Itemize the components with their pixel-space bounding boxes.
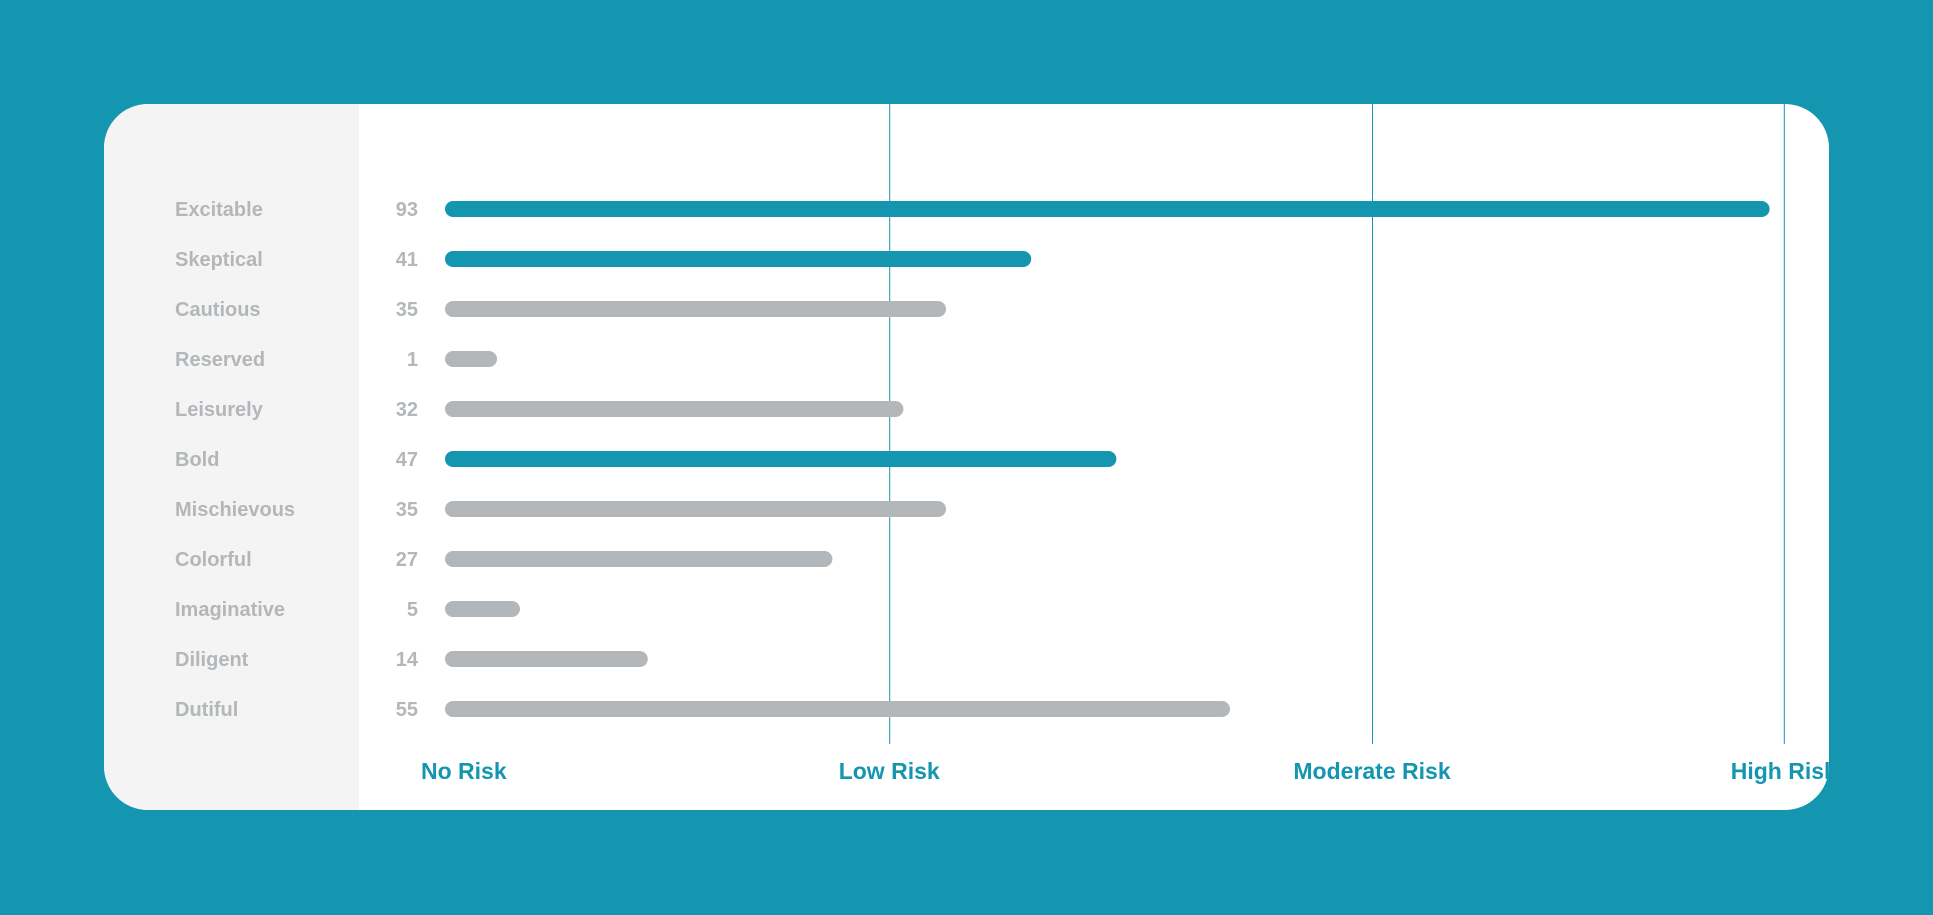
bar — [445, 601, 520, 617]
category-label: Dutiful — [175, 699, 238, 721]
bar — [445, 701, 1230, 717]
bar — [445, 651, 648, 667]
value-label: 1 — [407, 349, 418, 371]
bar — [445, 251, 1032, 267]
bar — [445, 401, 904, 417]
category-label: Skeptical — [175, 249, 263, 271]
zone-label: No Risk — [421, 758, 507, 784]
value-label: 41 — [396, 249, 418, 271]
category-label: Reserved — [175, 349, 265, 371]
chart-card: Excitable 93 Skeptical 41 Cautious 35 Reserved… — [104, 104, 1829, 810]
category-label: Cautious — [175, 299, 261, 321]
category-label: Leisurely — [175, 399, 264, 421]
zone-label: Low Risk — [839, 758, 940, 784]
zone-label: High Risk — [1731, 758, 1829, 784]
bar — [445, 451, 1117, 467]
value-label: 35 — [396, 499, 418, 521]
category-label: Mischievous — [175, 499, 295, 521]
category-label-panel — [104, 104, 359, 810]
value-label: 93 — [396, 199, 418, 221]
bar — [445, 501, 946, 517]
risk-bar-chart: Excitable 93 Skeptical 41 Cautious 35 Reserved… — [175, 104, 1829, 784]
zone-label: Moderate Risk — [1293, 758, 1450, 784]
value-label: 27 — [396, 549, 418, 571]
bar — [445, 551, 833, 567]
bar — [445, 301, 946, 317]
category-label: Excitable — [175, 199, 263, 221]
bar — [445, 201, 1770, 217]
bar — [445, 351, 497, 367]
category-label: Colorful — [175, 549, 252, 571]
value-label: 32 — [396, 399, 418, 421]
category-label: Bold — [175, 449, 219, 471]
value-label: 47 — [396, 449, 418, 471]
category-label: Diligent — [175, 649, 249, 671]
value-label: 35 — [396, 299, 418, 321]
category-label: Imaginative — [175, 599, 285, 621]
value-label: 5 — [407, 599, 418, 621]
value-label: 55 — [396, 699, 418, 721]
value-label: 14 — [396, 649, 419, 671]
